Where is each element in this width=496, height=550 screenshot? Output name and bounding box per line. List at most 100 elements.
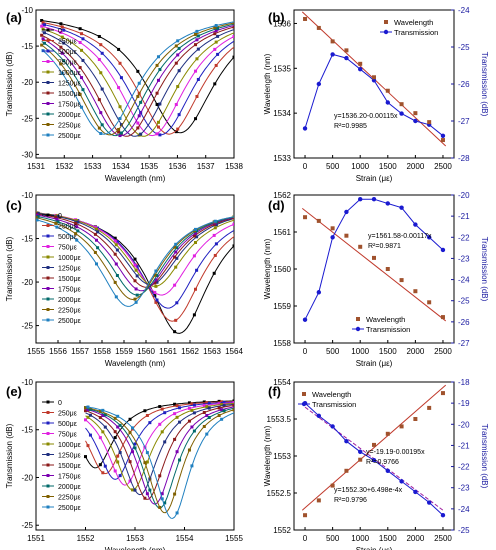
spectrum-point	[80, 105, 84, 109]
x-tick-label: 1500	[379, 347, 397, 356]
wavelength-fit-line	[301, 384, 447, 511]
spectrum-point	[205, 413, 209, 417]
spectrum-point	[190, 408, 194, 412]
legend-label: 1250με	[58, 453, 81, 460]
spectrum-point	[194, 241, 197, 245]
x-tick-label: 1531	[27, 162, 45, 171]
spectrum-point	[154, 300, 158, 304]
panel-label: (c)	[6, 198, 22, 213]
spectrum-point	[118, 105, 122, 109]
y-axis-label: Transmission (dB)	[5, 423, 14, 488]
legend-label: 2000με	[58, 297, 81, 304]
transmission-point	[413, 489, 418, 495]
spectrum-point	[212, 233, 216, 237]
x-tick-label: 1500	[379, 534, 397, 543]
wavelength-point	[385, 267, 390, 271]
panel-label: (a)	[6, 10, 22, 25]
spectrum-point	[100, 123, 104, 127]
spectrum-point	[163, 501, 167, 505]
wavelength-point	[303, 513, 308, 518]
spectrum-point	[217, 399, 221, 403]
spectrum-point	[136, 121, 140, 125]
x-tick-label: 1500	[379, 162, 397, 171]
spectrum-point	[145, 451, 149, 455]
spectrum-point	[176, 53, 180, 57]
spectrum-point	[192, 313, 196, 317]
spectrum-point	[207, 406, 211, 410]
spectrum-point	[99, 71, 103, 75]
spectrum-point	[195, 29, 199, 33]
x-axis-label: Strain (με)	[356, 174, 393, 183]
spectrum-point	[131, 488, 135, 492]
legend-marker	[46, 28, 50, 32]
spectrum-point	[177, 46, 181, 50]
spectrum-point	[194, 43, 198, 47]
y-axis-label: Wavelength (nm)	[263, 53, 272, 114]
spectrum-point	[119, 123, 123, 127]
spectrum-point	[100, 51, 104, 55]
spectrum-point	[174, 250, 178, 254]
wavelength-point	[344, 468, 349, 473]
spectrum-point	[235, 38, 238, 41]
spectrum-point	[86, 415, 90, 419]
x-tick-label: 1554	[176, 534, 194, 543]
spectrum-point	[75, 238, 79, 242]
x-tick-label: 2500	[434, 347, 452, 356]
spectrum-point	[148, 488, 152, 492]
spectrum-point	[133, 488, 137, 492]
spectrum-point	[175, 301, 179, 305]
spectrum-point	[176, 85, 180, 89]
spectrum-point	[95, 227, 98, 231]
spectrum-point	[153, 290, 157, 294]
spectrum-point	[101, 471, 105, 475]
spectrum-point	[205, 432, 209, 436]
spectrum-point	[233, 218, 234, 222]
strain-legend: 0 250με 500με 750με 1000με 1250με 1500με 1750με…	[42, 213, 81, 325]
y-tick-label: 1558	[273, 339, 291, 348]
x-axis-label: Strain (με)	[356, 359, 393, 368]
wavelength-point	[303, 16, 308, 21]
spectrum-point	[119, 131, 123, 135]
spectrum-point	[214, 29, 218, 33]
transmission-point	[426, 235, 432, 240]
transmission-point	[302, 126, 308, 131]
spectrum-point	[101, 430, 105, 434]
spectrum-point	[99, 111, 103, 115]
spectrum-point	[116, 454, 120, 458]
y-tick-label: -20	[21, 278, 33, 287]
legend-label: 0	[58, 28, 62, 35]
spectrum-point	[148, 421, 152, 425]
legend-marker	[46, 287, 50, 290]
y2-tick-label: -19	[458, 399, 470, 408]
transmission-point	[302, 317, 308, 322]
spectrum-point	[190, 425, 194, 429]
x-tick-label: 1555	[225, 534, 243, 543]
spectrum-point	[187, 419, 191, 423]
spectrum-point	[174, 318, 178, 322]
spectrum-point	[55, 225, 59, 229]
legend-label: 750με	[58, 60, 77, 67]
spectrum-point	[113, 252, 117, 256]
legend-marker	[46, 123, 50, 126]
spectrum-point	[202, 411, 206, 415]
plot-frame	[35, 9, 235, 159]
spectrum-point	[214, 63, 218, 67]
y2-tick-label: -21	[458, 212, 470, 221]
spectrum-point	[62, 28, 66, 32]
spectrum-point	[214, 223, 218, 227]
legend-marker	[46, 474, 50, 477]
spectrum-point	[116, 425, 120, 429]
transmission-point	[426, 500, 432, 505]
spectrum-point	[74, 221, 78, 225]
legend-wavelength-label: Wavelength	[366, 315, 405, 324]
spectrum-point	[80, 48, 84, 52]
spectrum-point	[93, 232, 97, 236]
spectrum-point	[36, 213, 39, 217]
spectrum-point	[235, 405, 238, 408]
y-tick-label: -10	[21, 191, 33, 200]
legend-marker	[46, 213, 50, 217]
x-tick-label: 1535	[140, 162, 158, 171]
legend-marker	[46, 421, 50, 425]
x-tick-label: 1552	[77, 534, 95, 543]
legend-label: 1750με	[58, 287, 81, 294]
